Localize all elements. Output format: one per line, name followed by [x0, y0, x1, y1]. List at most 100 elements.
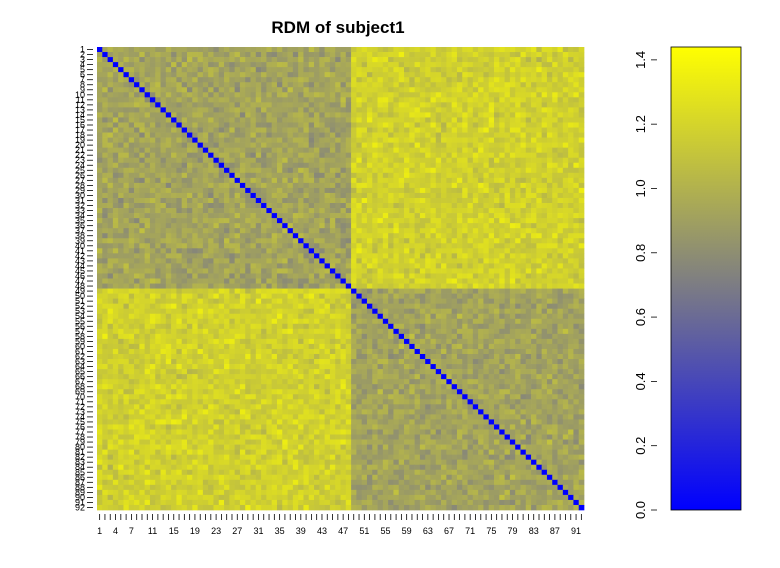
heatmap-cell	[504, 308, 511, 315]
heatmap-cell	[149, 182, 156, 189]
heatmap-cell	[467, 112, 474, 118]
heatmap-cell	[118, 57, 124, 63]
heatmap-cell	[245, 62, 251, 68]
heatmap-cell	[425, 72, 431, 78]
heatmap-cell	[118, 308, 124, 315]
heatmap-cell	[287, 102, 294, 108]
heatmap-cell	[176, 197, 183, 204]
heatmap-cell	[499, 293, 505, 299]
heatmap-cell	[509, 303, 516, 310]
heatmap-cell	[292, 182, 299, 189]
heatmap-cell	[409, 298, 415, 305]
heatmap-cell	[467, 182, 474, 189]
heatmap-cell	[573, 127, 580, 133]
heatmap-cell	[398, 298, 405, 305]
heatmap-cell	[255, 112, 262, 118]
heatmap-cell	[171, 288, 177, 294]
heatmap-cell	[224, 238, 230, 244]
heatmap-cell	[134, 182, 140, 189]
heatmap-cell	[292, 142, 299, 148]
heatmap-cell	[425, 223, 431, 229]
heatmap-cell	[139, 248, 145, 254]
heatmap-cell	[430, 313, 437, 320]
heatmap-cell	[234, 218, 241, 224]
heatmap-cell	[107, 238, 114, 244]
heatmap-cell	[488, 258, 495, 264]
heatmap-cell	[488, 132, 495, 138]
heatmap-cell	[282, 208, 288, 214]
heatmap-cell	[149, 318, 156, 325]
heatmap-cell	[441, 47, 447, 53]
heatmap-cell	[351, 137, 357, 143]
heatmap-cell	[271, 303, 278, 310]
heatmap-cell	[515, 142, 521, 148]
heatmap-diagonal-cell	[234, 177, 241, 184]
heatmap-cell	[329, 253, 336, 259]
heatmap-cell	[107, 137, 114, 143]
heatmap-cell	[578, 137, 585, 143]
heatmap-cell	[213, 152, 220, 159]
heatmap-cell	[287, 243, 294, 249]
heatmap-cell	[197, 162, 204, 169]
heatmap-cell	[372, 243, 378, 249]
heatmap-cell	[239, 263, 246, 269]
heatmap-cell	[425, 102, 431, 108]
heatmap-cell	[234, 293, 241, 299]
heatmap-cell	[97, 263, 103, 269]
heatmap-cell	[356, 208, 363, 214]
heatmap-cell	[250, 283, 257, 289]
heatmap-cell	[218, 122, 225, 128]
heatmap-cell	[335, 62, 341, 68]
heatmap-diagonal-cell	[361, 298, 368, 305]
heatmap-cell	[515, 208, 521, 214]
heatmap-cell	[451, 253, 458, 259]
heatmap-cell	[483, 97, 490, 103]
heatmap-cell	[250, 208, 257, 214]
heatmap-cell	[292, 187, 299, 194]
heatmap-cell	[266, 112, 273, 118]
heatmap-cell	[261, 268, 267, 274]
heatmap-cell	[435, 137, 442, 143]
heatmap-cell	[134, 177, 140, 184]
heatmap-cell	[488, 263, 495, 269]
heatmap-cell	[568, 268, 574, 274]
heatmap-cell	[128, 127, 135, 133]
heatmap-cell	[208, 82, 214, 88]
heatmap-cell	[568, 152, 574, 159]
heatmap-cell	[515, 117, 521, 123]
heatmap-cell	[351, 293, 357, 299]
heatmap-cell	[239, 172, 246, 179]
heatmap-cell	[192, 122, 198, 128]
heatmap-cell	[319, 313, 325, 320]
heatmap-cell	[366, 208, 373, 214]
heatmap-cell	[197, 102, 204, 108]
heatmap-cell	[578, 142, 585, 148]
heatmap-cell	[435, 52, 442, 58]
heatmap-cell	[292, 157, 299, 164]
heatmap-cell	[340, 162, 347, 169]
heatmap-cell	[186, 172, 193, 179]
heatmap-cell	[377, 253, 384, 259]
heatmap-cell	[224, 273, 230, 279]
heatmap-cell	[202, 228, 209, 234]
heatmap-cell	[324, 122, 331, 128]
heatmap-cell	[261, 283, 267, 289]
heatmap-cell	[319, 278, 325, 284]
heatmap-cell	[578, 112, 585, 118]
heatmap-cell	[155, 313, 161, 320]
heatmap-cell	[155, 162, 161, 169]
heatmap-cell	[504, 137, 511, 143]
heatmap-cell	[430, 52, 437, 58]
heatmap-cell	[356, 57, 363, 63]
heatmap-cell	[435, 263, 442, 269]
heatmap-cell	[340, 62, 347, 68]
heatmap-cell	[345, 107, 352, 113]
heatmap-cell	[255, 52, 262, 58]
heatmap-cell	[467, 77, 474, 83]
heatmap-cell	[261, 47, 267, 53]
heatmap-cell	[181, 142, 188, 148]
heatmap-cell	[276, 87, 283, 93]
heatmap-cell	[393, 253, 400, 259]
heatmap-cell	[160, 278, 167, 284]
heatmap-cell	[335, 102, 341, 108]
